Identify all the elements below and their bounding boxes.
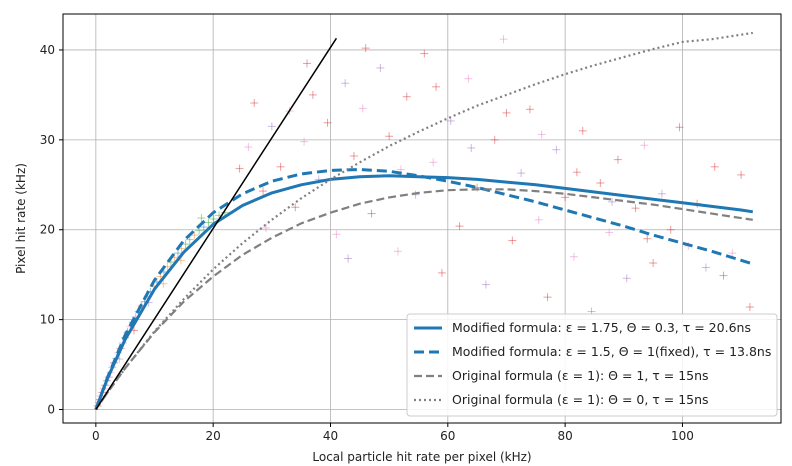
scatter-point xyxy=(502,108,511,117)
x-tick-label: 100 xyxy=(671,429,694,443)
x-tick-label: 80 xyxy=(557,429,572,443)
scatter-point xyxy=(349,152,358,161)
legend-label-modified-2: Modified formula: ε = 1.5, Θ = 1(fixed),… xyxy=(452,344,771,359)
scatter-point xyxy=(675,123,684,132)
legend-label-original-2: Original formula (ε = 1): Θ = 0, τ = 15n… xyxy=(452,392,709,407)
scatter-point xyxy=(437,268,446,277)
scatter-point xyxy=(244,143,253,152)
scatter-point xyxy=(745,303,754,312)
legend-label-modified-1: Modified formula: ε = 1.75, Θ = 0.3, τ =… xyxy=(452,320,751,335)
scatter-point xyxy=(517,169,526,178)
y-tick-label: 0 xyxy=(47,403,55,417)
scatter-point xyxy=(569,252,578,261)
scatter-point xyxy=(643,234,652,243)
scatter-point xyxy=(209,214,218,223)
x-axis-label: Local particle hit rate per pixel (kHz) xyxy=(312,450,531,464)
y-tick-label: 30 xyxy=(40,133,55,147)
scatter-point xyxy=(402,92,411,101)
scatter-point xyxy=(344,254,353,263)
scatter-point xyxy=(701,263,710,272)
y-tick-label: 20 xyxy=(40,223,55,237)
scatter-point xyxy=(737,170,746,179)
scatter-point xyxy=(467,143,476,152)
scatter-point xyxy=(235,164,244,173)
legend: Modified formula: ε = 1.75, Θ = 0.3, τ =… xyxy=(406,313,778,417)
scatter-point xyxy=(561,193,570,202)
scatter-point xyxy=(432,82,441,91)
scatter-point xyxy=(323,118,332,127)
scatter-point xyxy=(267,122,276,131)
scatter-point xyxy=(197,214,206,223)
scatter-point xyxy=(204,218,213,227)
scatter-point xyxy=(490,135,499,144)
x-tick-label: 60 xyxy=(440,429,455,443)
scatter-point xyxy=(596,178,605,187)
plot-frame xyxy=(62,13,782,424)
scatter-point xyxy=(608,197,617,206)
legend-label-original-1: Original formula (ε = 1): Θ = 1, τ = 15n… xyxy=(452,368,709,383)
scatter-point xyxy=(537,130,546,139)
scatter-point xyxy=(640,141,649,150)
scatter-point xyxy=(499,35,508,44)
scatter-point xyxy=(543,293,552,302)
scatter-point xyxy=(429,158,438,167)
scatter-point xyxy=(341,79,350,88)
curve-original-1 xyxy=(94,188,753,411)
x-tick-label: 20 xyxy=(206,429,221,443)
scatter-point xyxy=(376,63,385,72)
scatter-point xyxy=(250,98,259,107)
scatter-point xyxy=(666,225,675,234)
scatter-point xyxy=(276,162,285,171)
x-tick-label: 0 xyxy=(92,429,100,443)
scatter-point xyxy=(622,274,631,283)
scatter-point xyxy=(657,189,666,198)
curve-original-2 xyxy=(94,31,753,411)
scatter-point xyxy=(303,59,312,68)
scatter-point xyxy=(508,236,517,245)
scatter-point xyxy=(199,223,208,232)
scatter-point xyxy=(534,215,543,224)
scatter-point xyxy=(300,137,309,146)
scatter-point xyxy=(393,247,402,256)
scatter-point xyxy=(420,49,429,58)
scatter-point xyxy=(259,187,268,196)
scatter-point xyxy=(525,105,534,114)
curve-modified-1 xyxy=(94,174,754,411)
scatter-point xyxy=(367,209,376,218)
scatter-point xyxy=(385,132,394,141)
scatter-point xyxy=(578,126,587,135)
scatter-point xyxy=(332,230,341,239)
legend-box xyxy=(406,313,778,417)
x-tick-label: 40 xyxy=(323,429,338,443)
scatter-point xyxy=(572,168,581,177)
axis-ticks: 0 20 40 60 80 100 0 10 20 30 40 xyxy=(40,43,694,443)
scatter-point xyxy=(710,162,719,171)
scatter-point xyxy=(605,228,614,237)
scatter-points xyxy=(93,35,754,410)
scatter-point xyxy=(719,271,728,280)
scatter-point xyxy=(308,90,317,99)
scatter-point xyxy=(361,44,370,53)
scatter-point xyxy=(481,280,490,289)
scatter-point xyxy=(728,249,737,258)
model-curves xyxy=(94,31,754,411)
y-axis-label: Pixel hit rate (kHz) xyxy=(14,163,28,274)
scatter-point xyxy=(446,116,455,125)
y-tick-label: 40 xyxy=(40,43,55,57)
scatter-point xyxy=(291,203,300,212)
scatter-point xyxy=(552,145,561,154)
y-tick-label: 10 xyxy=(40,313,55,327)
scatter-point xyxy=(613,155,622,164)
scatter-point xyxy=(455,222,464,231)
scatter-point xyxy=(358,104,367,113)
scatter-point xyxy=(649,258,658,267)
reference-line xyxy=(95,37,338,410)
scatter-point xyxy=(464,74,473,83)
scatter-point xyxy=(631,204,640,213)
